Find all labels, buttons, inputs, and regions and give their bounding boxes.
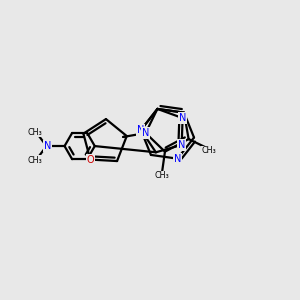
Text: N: N: [142, 128, 149, 138]
Text: N: N: [178, 140, 185, 150]
Text: CH₃: CH₃: [154, 171, 169, 180]
Text: N: N: [44, 141, 51, 151]
Text: N: N: [137, 125, 145, 135]
Text: CH₃: CH₃: [27, 128, 42, 136]
Text: N: N: [179, 113, 186, 123]
Text: N: N: [174, 154, 181, 164]
Text: O: O: [86, 154, 94, 165]
Text: CH₃: CH₃: [202, 146, 217, 155]
Text: CH₃: CH₃: [27, 156, 42, 165]
